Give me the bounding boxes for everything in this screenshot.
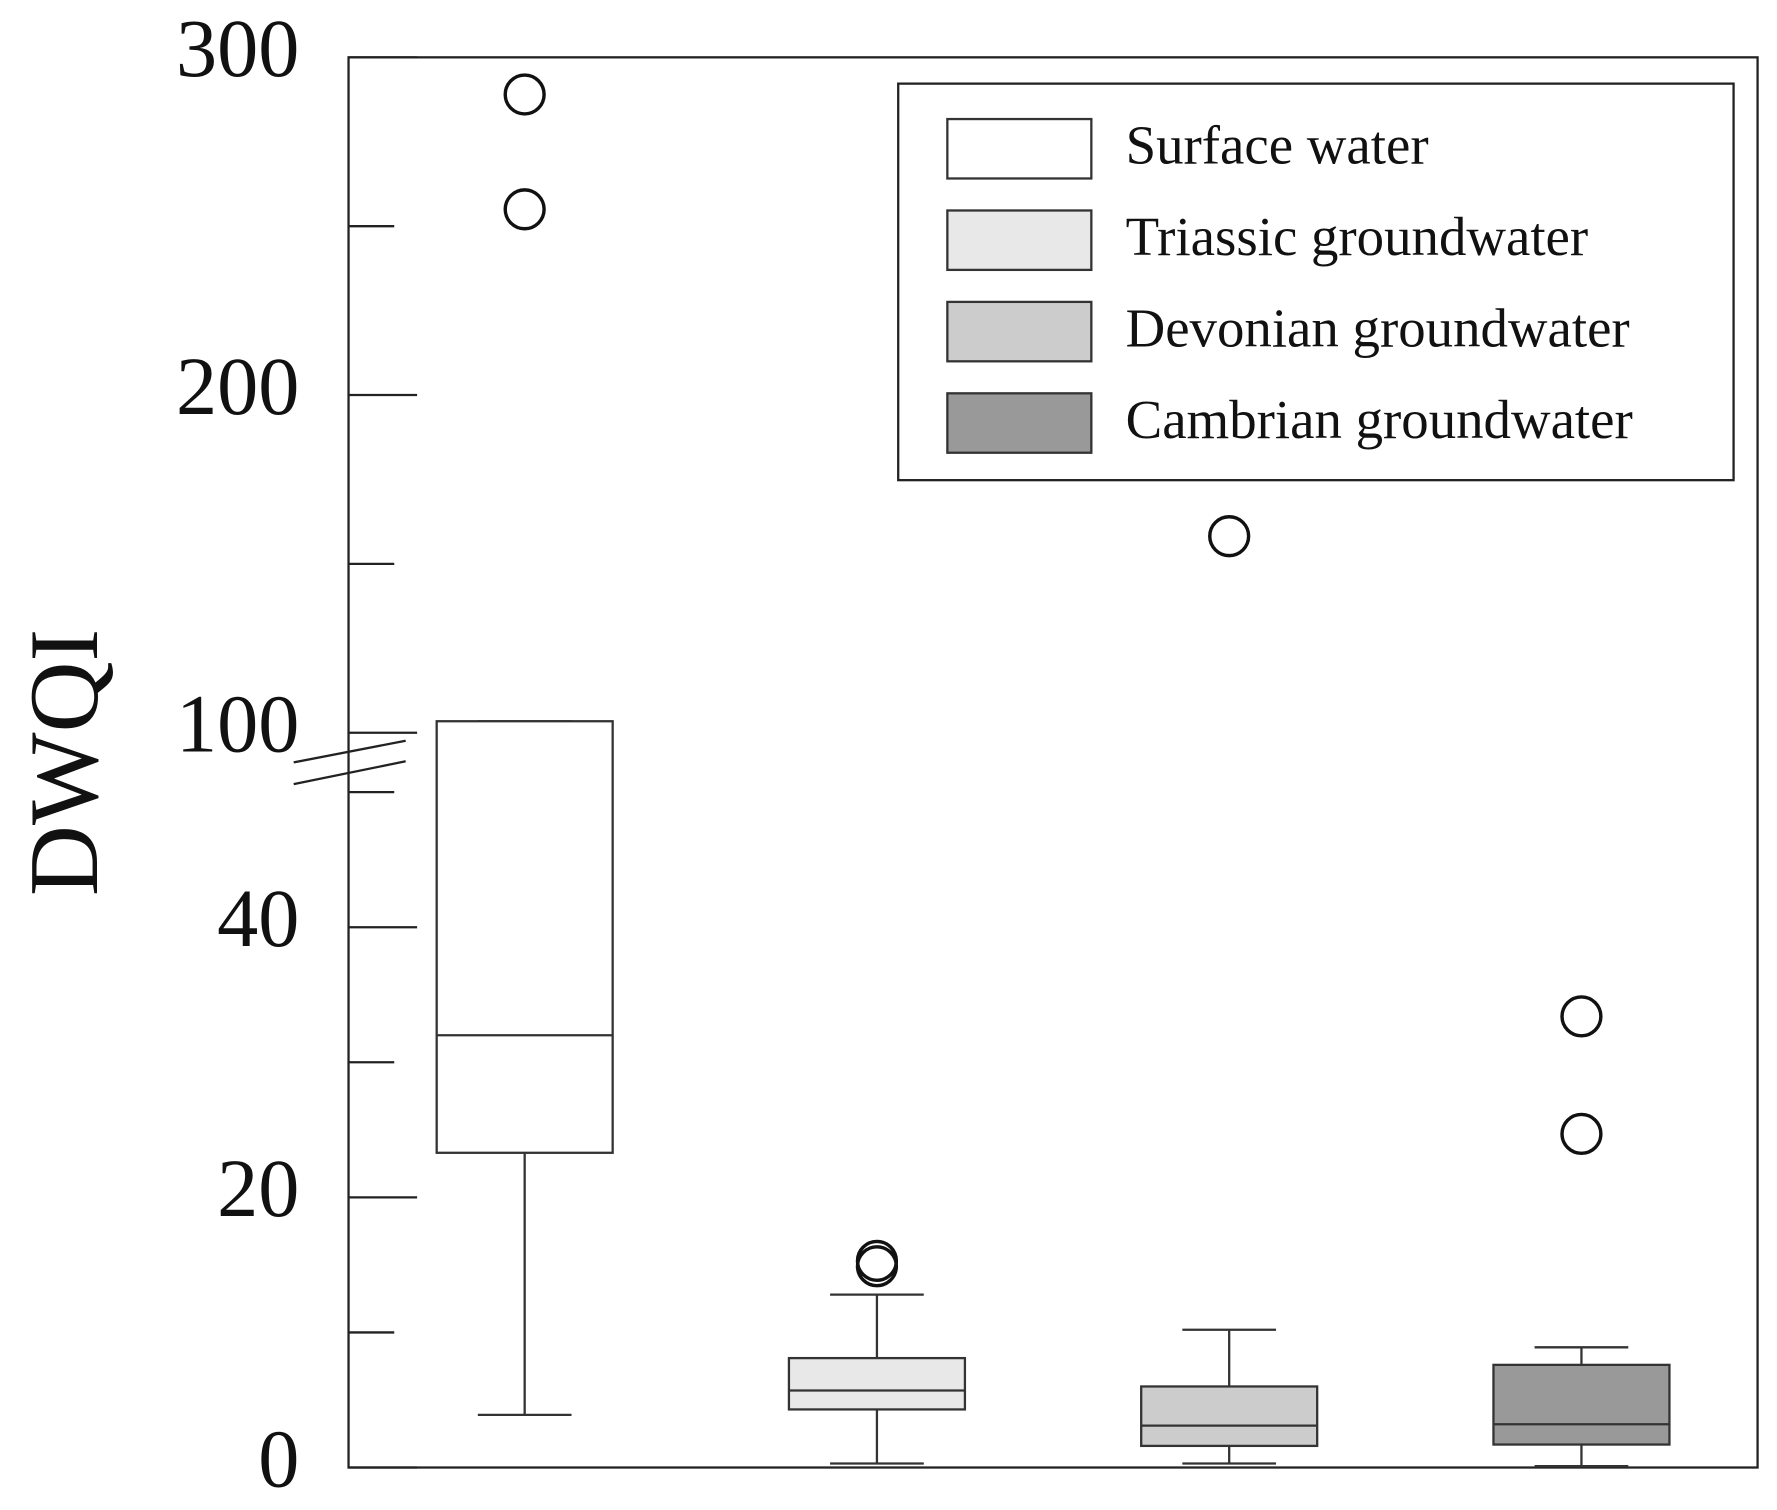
y-tick-label: 40 — [217, 873, 299, 964]
outlier — [855, 1245, 899, 1288]
legend-label: Surface water — [1126, 115, 1429, 176]
y-tick-label: 300 — [176, 3, 299, 94]
legend-label: Devonian groundwater — [1126, 297, 1630, 358]
y-tick-label: 20 — [217, 1143, 299, 1234]
box — [1492, 1363, 1671, 1446]
outlier — [503, 188, 546, 231]
legend-swatch — [946, 300, 1093, 363]
plot-frame — [347, 56, 1759, 1469]
box — [1140, 1385, 1319, 1448]
y-tick-label: 100 — [176, 679, 299, 770]
legend-swatch — [946, 392, 1093, 454]
outlier — [1560, 995, 1603, 1038]
legend-label: Cambrian groundwater — [1126, 389, 1633, 450]
box — [787, 1356, 967, 1411]
outlier — [1560, 1112, 1603, 1156]
legend-swatch — [946, 117, 1093, 180]
y-tick-label: 200 — [176, 341, 299, 432]
legend-label: Triassic groundwater — [1126, 206, 1589, 267]
y-axis-label: DWQI — [10, 629, 119, 896]
legend-swatch — [946, 209, 1093, 272]
outlier — [503, 73, 546, 116]
outlier — [1208, 515, 1251, 558]
y-tick-label: 0 — [258, 1413, 299, 1504]
axis-break — [293, 760, 406, 786]
box — [435, 720, 614, 1154]
axis-break — [293, 739, 406, 764]
